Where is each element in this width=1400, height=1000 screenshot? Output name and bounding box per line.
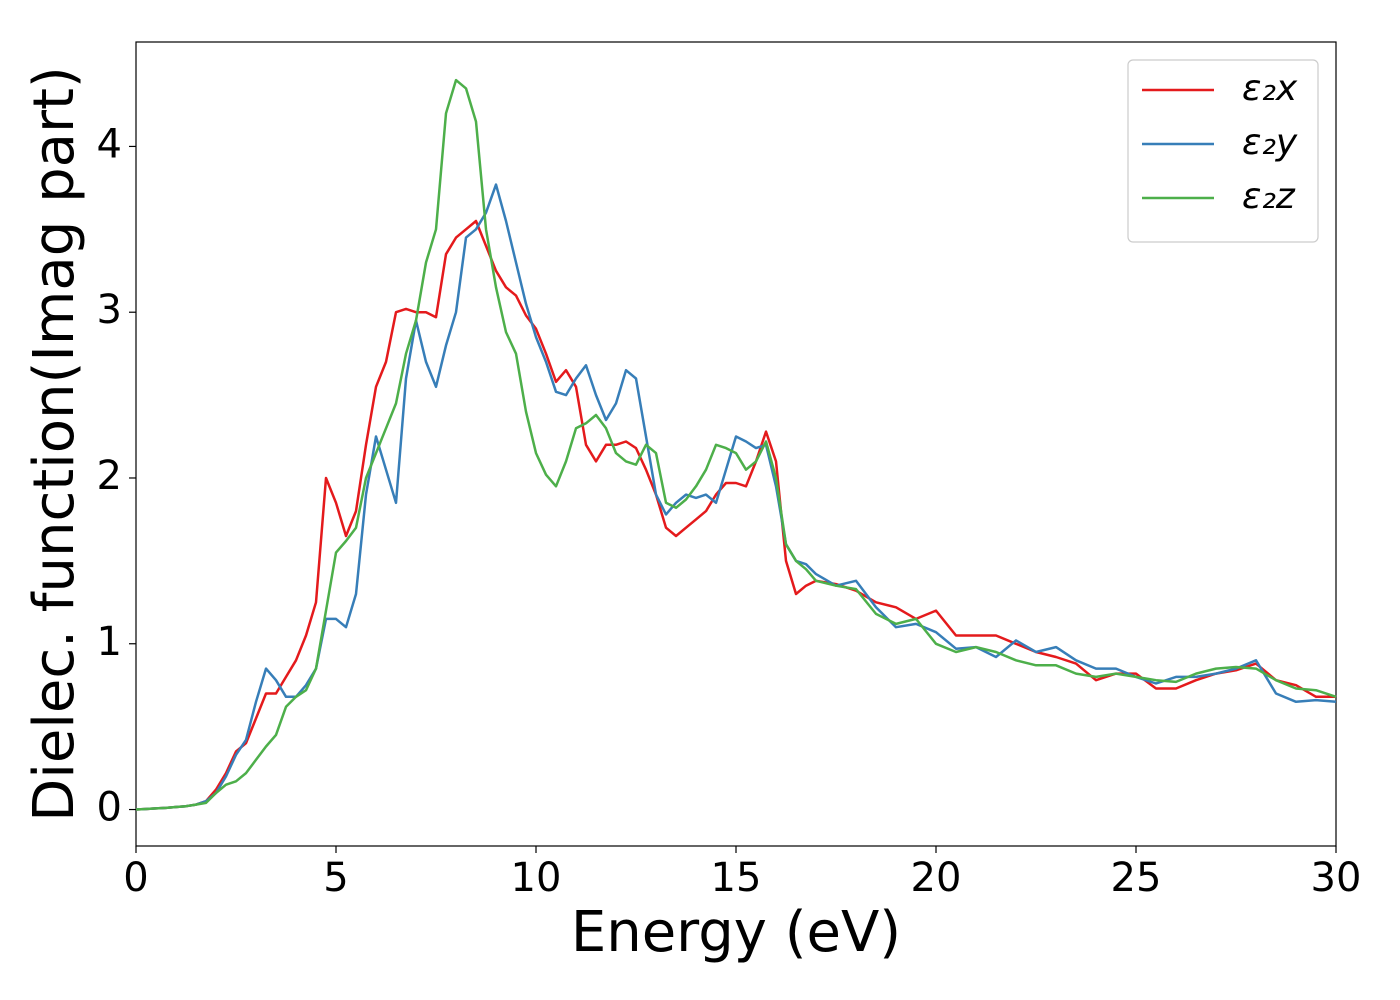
- legend-label: ε₂y: [1242, 122, 1298, 163]
- x-axis-label: Energy (eV): [571, 900, 901, 965]
- x-tick-label: 0: [123, 855, 148, 901]
- legend-label: ε₂x: [1242, 68, 1298, 109]
- x-tick-label: 20: [911, 855, 962, 901]
- y-tick-label: 2: [97, 453, 122, 499]
- y-tick-label: 3: [97, 287, 122, 333]
- x-tick-label: 25: [1111, 855, 1162, 901]
- line: [135, 183, 1337, 811]
- x-tick-label: 10: [511, 855, 562, 901]
- legend-label: ε₂z: [1242, 176, 1296, 217]
- x-tick-label: 30: [1311, 855, 1362, 901]
- y-tick-label: 0: [97, 785, 122, 831]
- x-tick-label: 5: [323, 855, 348, 901]
- legend-box: [1127, 59, 1319, 243]
- y-tick-label: 4: [97, 121, 122, 167]
- line: [135, 78, 1337, 811]
- x-tick-label: 15: [711, 855, 762, 901]
- y-tick-label: 1: [97, 619, 122, 665]
- y-axis-label: Dielec. function(Imag part): [22, 66, 87, 822]
- line: [135, 219, 1336, 811]
